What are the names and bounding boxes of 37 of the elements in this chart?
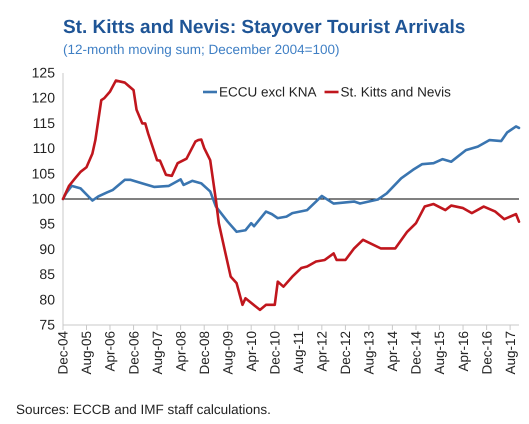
y-tick-label: 100: [32, 190, 56, 206]
x-tick-label: Dec-04: [56, 330, 71, 375]
x-tick-label: Aug-07: [150, 331, 165, 375]
y-tick-label: 75: [39, 316, 56, 332]
x-tick-label: Apr-12: [314, 331, 330, 372]
x-tick-label: Aug-09: [220, 331, 236, 375]
x-tick-label: Aug-13: [362, 331, 377, 375]
x-tick-label: Dec-16: [479, 331, 494, 375]
legend-label: St. Kitts and Nevis: [340, 84, 452, 100]
y-tick-label: 80: [39, 291, 56, 308]
x-tick-label: Dec-08: [196, 331, 212, 375]
y-tick-label: 105: [32, 165, 56, 182]
chart-title: St. Kitts and Nevis: Stayover Tourist Arrivals: [63, 17, 466, 38]
line-series: [62, 79, 520, 312]
x-tick-label: Aug-05: [79, 331, 94, 375]
x-tick-label: Aug-11: [290, 331, 306, 374]
y-tick-label: 120: [32, 90, 56, 106]
x-tick-label: Dec-06: [126, 331, 142, 375]
x-tick-label: Apr-10: [244, 331, 259, 372]
y-tick-label: 125: [32, 64, 56, 80]
x-tick-label: Dec-12: [338, 331, 354, 375]
x-tick-label: Apr-16: [456, 331, 471, 372]
x-tick-label: Aug-17: [502, 331, 518, 375]
x-tick-label: Aug-15: [432, 331, 448, 375]
x-tick-label: Dec-14: [408, 330, 424, 375]
x-tick-label: Dec-10: [267, 331, 282, 375]
y-tick-label: 85: [39, 266, 56, 282]
y-tick-label: 115: [32, 114, 56, 131]
x-tick-label: Apr-08: [173, 331, 188, 372]
x-tick-label: Apr-06: [102, 331, 118, 372]
x-tick-label: Apr-14: [385, 330, 400, 372]
y-tick-label: 110: [32, 140, 56, 156]
chart-subtitle: (12-month moving sum; December 2004=100): [63, 42, 340, 57]
y-tick-label: 90: [39, 240, 56, 257]
source-note: Sources: ECCB and IMF staff calculations.: [16, 402, 271, 417]
y-tick-label: 95: [39, 216, 56, 232]
legend-label: ECCU excl KNA: [219, 84, 317, 100]
